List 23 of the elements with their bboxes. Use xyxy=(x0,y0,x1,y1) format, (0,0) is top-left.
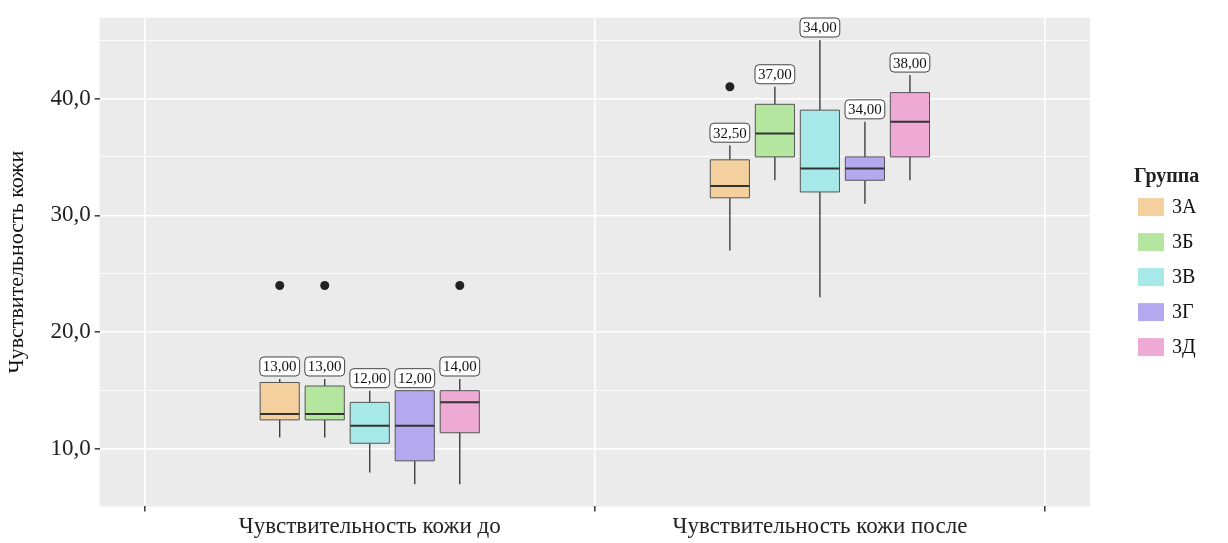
text: 38,00 xyxy=(893,54,927,71)
text: 37,00 xyxy=(758,66,792,83)
legend-label: 3Б xyxy=(1172,230,1194,253)
text: 34,00 xyxy=(803,19,837,36)
y-tick-label: 40,0 xyxy=(50,84,91,110)
text: 32,50 xyxy=(713,124,747,141)
text: 34,00 xyxy=(848,101,882,118)
text: 13,00 xyxy=(262,358,297,375)
text: 13,00 xyxy=(307,358,342,375)
y-axis-title: Чувствительность кожи xyxy=(2,150,28,374)
legend-title: Группа xyxy=(1134,164,1200,188)
y-tick-label: 30,0 xyxy=(50,201,91,227)
y-tick-label: 10,0 xyxy=(50,435,91,461)
legend-label: 3В xyxy=(1172,265,1196,288)
text: 14,00 xyxy=(442,358,477,375)
text: 12,00 xyxy=(352,370,387,387)
legend-label: 3Д xyxy=(1172,335,1196,359)
legend-label: 3Г xyxy=(1172,300,1194,323)
y-tick-label: 20,0 xyxy=(50,318,91,344)
x-tick-label: Чувствительность кожи до xyxy=(238,513,501,539)
x-tick-label: Чувствительность кожи после xyxy=(672,513,968,539)
text: 12,00 xyxy=(397,370,432,387)
legend-label: 3А xyxy=(1172,195,1197,218)
